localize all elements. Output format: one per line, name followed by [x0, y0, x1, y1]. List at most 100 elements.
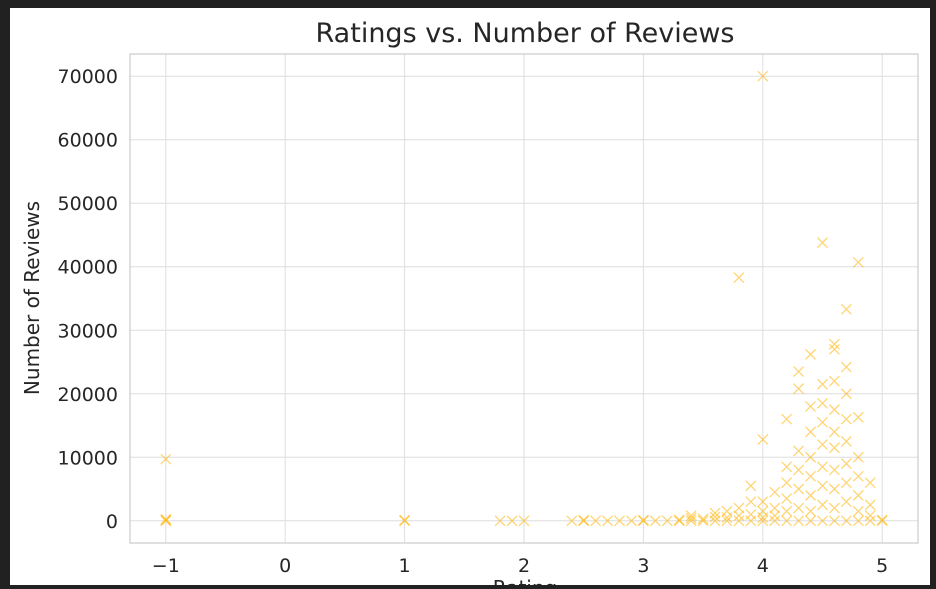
data-point [769, 486, 781, 498]
data-point [673, 515, 685, 527]
data-point [757, 505, 769, 517]
y-tick-label: 0 [106, 511, 118, 533]
data-point [852, 470, 864, 482]
data-point [494, 515, 506, 527]
data-point [590, 515, 602, 527]
data-point [685, 512, 697, 524]
x-tick-labels: −1 0 1 2 3 4 5 [152, 555, 888, 577]
data-point [757, 70, 769, 82]
x-tick-label: 4 [757, 555, 769, 577]
data-point [709, 511, 721, 523]
data-point [817, 416, 828, 428]
data-point [805, 505, 817, 517]
data-point [817, 378, 828, 390]
data-point [697, 515, 709, 527]
data-point [828, 442, 840, 454]
data-point [506, 515, 518, 527]
x-tick-label: 1 [399, 555, 411, 577]
data-point [852, 489, 864, 501]
y-tick-label: 60000 [58, 130, 118, 152]
data-points [160, 70, 888, 527]
data-point [852, 451, 864, 463]
data-point [828, 426, 840, 438]
data-point [817, 397, 828, 409]
data-point [625, 515, 637, 527]
data-point [876, 515, 888, 527]
y-axis-label: Number of Reviews [20, 201, 44, 395]
data-point [817, 237, 828, 249]
data-point [793, 515, 805, 527]
y-tick-label: 10000 [58, 447, 118, 469]
data-point [757, 434, 769, 445]
data-point [518, 515, 530, 527]
data-point [733, 515, 745, 527]
data-point [160, 453, 172, 465]
data-point [769, 515, 781, 527]
data-point [852, 505, 864, 517]
data-point [852, 256, 864, 268]
data-point [828, 464, 840, 476]
data-point [793, 366, 805, 377]
data-point [817, 480, 828, 492]
data-point [793, 502, 805, 514]
data-point [828, 483, 840, 495]
data-point [840, 388, 852, 400]
data-point [781, 515, 793, 527]
data-point [876, 514, 888, 526]
data-point [614, 515, 625, 527]
data-point [685, 510, 697, 522]
data-point [721, 515, 733, 527]
data-point [817, 499, 828, 511]
x-tick-label: 5 [876, 555, 888, 577]
data-point [828, 515, 840, 527]
data-point [661, 515, 673, 527]
x-tick-label: −1 [152, 555, 180, 577]
data-point [805, 451, 817, 463]
y-tick-labels: 0 10000 20000 30000 40000 50000 60000 70000 [58, 66, 118, 533]
data-point [864, 515, 876, 527]
data-point [793, 445, 805, 457]
data-point [160, 514, 172, 526]
data-point [781, 413, 793, 425]
data-point [828, 338, 840, 350]
data-point [864, 477, 876, 489]
data-point [817, 439, 828, 451]
data-point [709, 507, 721, 519]
data-point [769, 502, 781, 514]
data-point [733, 510, 745, 522]
data-point [828, 375, 840, 387]
data-point [805, 470, 817, 482]
data-point [697, 513, 709, 525]
data-point [745, 508, 757, 520]
data-point [828, 343, 840, 355]
data-point [793, 483, 805, 495]
data-point [793, 383, 805, 395]
data-point [840, 413, 852, 425]
data-point [781, 461, 793, 473]
data-point [840, 458, 852, 470]
data-point [840, 496, 852, 508]
data-point [637, 514, 649, 526]
data-point [781, 505, 793, 517]
plot-frame [129, 53, 919, 544]
data-point [828, 404, 840, 416]
y-tick-label: 40000 [58, 257, 118, 279]
data-point [805, 515, 817, 527]
data-point [733, 272, 745, 284]
data-point [566, 515, 578, 527]
x-axis-label: Rating [493, 576, 557, 585]
data-point [781, 493, 793, 505]
data-point [793, 464, 805, 476]
data-point [828, 502, 840, 514]
data-point [685, 515, 697, 527]
data-point [673, 514, 685, 526]
data-point [817, 461, 828, 473]
data-point [805, 401, 817, 412]
data-point [745, 496, 757, 508]
data-point [769, 510, 781, 522]
data-point [709, 515, 721, 527]
data-point [781, 477, 793, 489]
x-tick-label: 2 [518, 555, 530, 577]
data-point [757, 515, 769, 527]
y-tick-label: 20000 [58, 384, 118, 406]
